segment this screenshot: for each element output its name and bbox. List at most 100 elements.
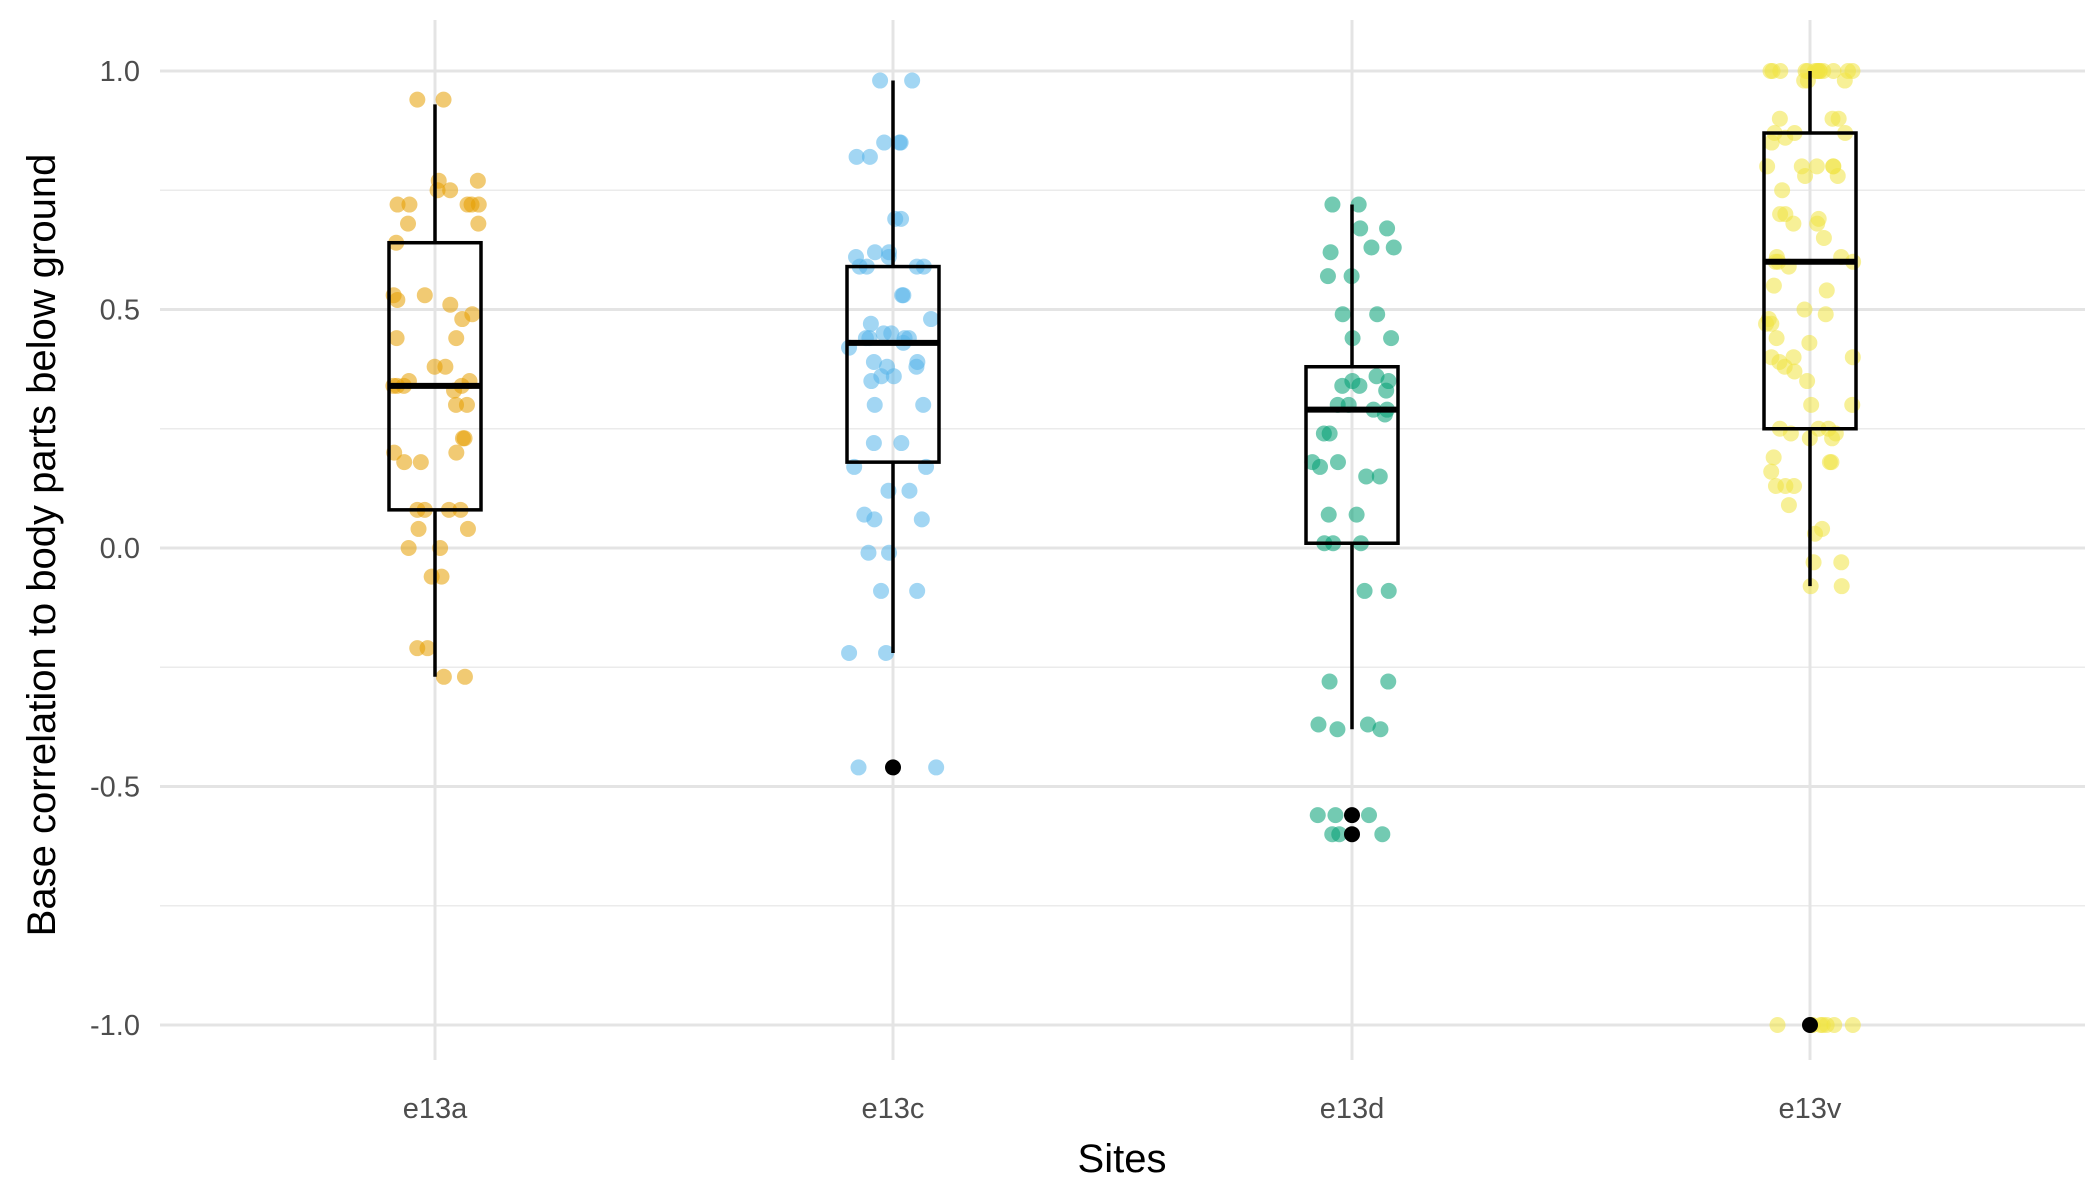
data-point-e13d [1368,368,1385,385]
data-point-e13c [878,644,895,661]
data-point-e13v [1805,554,1822,571]
data-point-e13a [433,568,450,585]
data-point-e13d [1324,826,1341,843]
data-point-e13v [1774,182,1791,199]
data-point-e13a [412,454,429,471]
data-point-e13d [1310,716,1327,733]
data-point-e13a [388,330,405,347]
data-point-e13v [1762,63,1779,79]
data-point-e13v [1796,72,1813,89]
data-point-e13v [1769,1017,1786,1033]
data-point-e13c [861,148,878,165]
data-point-e13d [1321,425,1338,442]
data-point-e13d [1350,196,1367,213]
y-tick-label-0: 0.0 [100,533,140,565]
data-point-e13d [1321,673,1338,690]
data-point-e13v [1815,229,1832,246]
data-point-e13d [1383,330,1400,347]
data-point-e13a [454,311,471,328]
grid [160,20,2085,1060]
data-point-e13c [901,482,918,499]
data-point-e13a [448,330,465,347]
x-tick-label-e13a: e13a [403,1093,468,1125]
data-point-e13c [865,353,882,370]
data-point-e13c [923,311,940,328]
data-point-e13a [470,196,487,213]
outlier-point-e13d [1344,826,1360,843]
x-tick-label-e13c: e13c [862,1093,925,1125]
data-point-e13a [448,396,465,413]
data-point-e13c [865,435,882,452]
data-point-e13c [887,210,904,227]
data-point-e13v [1818,282,1835,299]
data-point-e13d [1356,582,1373,599]
data-point-e13c [863,373,880,390]
data-point-e13a [442,296,459,313]
data-point-e13a [400,215,417,232]
data-point-e13c [904,72,921,89]
y-tick-label-neg1: -1.0 [90,1010,140,1042]
iqr-box [1762,131,1858,431]
data-point-e13c [908,358,925,375]
data-point-e13d [1327,807,1344,824]
data-point-e13d [1329,454,1346,471]
data-point-e13v [1780,497,1797,514]
data-point-e13d [1324,196,1341,213]
data-point-e13v [1768,330,1785,347]
data-point-e13a [396,454,413,471]
data-point-e13v [1786,363,1803,380]
data-point-e13c [866,396,883,413]
data-point-e13d [1372,721,1389,738]
x-tick-label-e13v: e13v [1779,1093,1842,1125]
x-axis-title: Sites [1078,1137,1167,1181]
data-point-e13v [1785,215,1802,232]
x-tick-label-e13d: e13d [1320,1093,1385,1125]
data-point-e13a [389,196,406,213]
iqr-box [845,264,941,464]
data-point-e13v [1833,578,1850,595]
data-point-e13c [895,287,912,304]
data-point-e13v [1817,306,1834,323]
y-tick-label-0p5: 0.5 [100,295,140,327]
data-point-e13d [1309,807,1326,824]
data-point-e13c [885,368,902,385]
data-point-e13a [400,540,417,556]
data-point-e13a [409,640,426,657]
data-point-e13a [459,520,476,537]
data-point-e13v [1765,277,1782,294]
data-point-e13d [1348,506,1365,523]
data-point-e13c [928,759,945,776]
data-point-e13v [1796,301,1813,318]
data-point-e13a [435,91,452,108]
data-point-e13v [1763,463,1780,480]
data-point-e13d [1379,220,1396,237]
data-point-e13d [1380,673,1397,690]
data-point-e13a [469,172,486,189]
data-point-e13v [1844,396,1861,413]
data-point-e13v [1829,167,1846,184]
data-point-e13d [1334,306,1351,323]
data-point-e13d [1369,306,1386,323]
data-point-e13d [1320,506,1337,523]
data-point-e13a [435,668,452,685]
data-point-e13d [1361,807,1378,824]
data-point-e13d [1385,239,1402,256]
data-point-e13a [401,196,418,213]
data-point-e13c [875,325,892,342]
iqr-box [387,240,483,512]
data-point-e13v [1801,334,1818,351]
data-point-e13v [1818,1017,1835,1033]
data-point-e13c [876,134,893,151]
data-point-e13v [1823,454,1840,471]
y-axis-title: Base correlation to body parts below gro… [20,154,64,937]
data-point-e13c [841,644,858,661]
data-point-e13v [1844,1017,1861,1033]
data-point-e13v [1824,110,1841,127]
boxes [387,71,1858,1033]
data-point-e13d [1329,721,1346,738]
data-point-e13a [456,430,473,447]
box-e13v [1762,71,1858,1033]
x-tick-labels: e13a e13c e13d e13v [403,1093,1842,1125]
data-point-e13d [1351,377,1368,394]
